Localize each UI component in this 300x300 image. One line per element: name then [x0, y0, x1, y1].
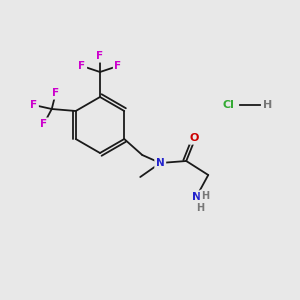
Text: F: F [52, 88, 59, 98]
Text: H: H [263, 100, 273, 110]
Text: H: H [201, 191, 209, 201]
Text: F: F [78, 61, 85, 71]
Text: H: H [196, 203, 204, 213]
Text: F: F [40, 119, 47, 129]
Text: N: N [156, 158, 165, 168]
Text: F: F [114, 61, 122, 71]
Text: N: N [192, 192, 201, 202]
Text: Cl: Cl [222, 100, 234, 110]
Text: O: O [190, 133, 199, 143]
Text: F: F [96, 51, 103, 61]
Text: F: F [30, 100, 37, 110]
